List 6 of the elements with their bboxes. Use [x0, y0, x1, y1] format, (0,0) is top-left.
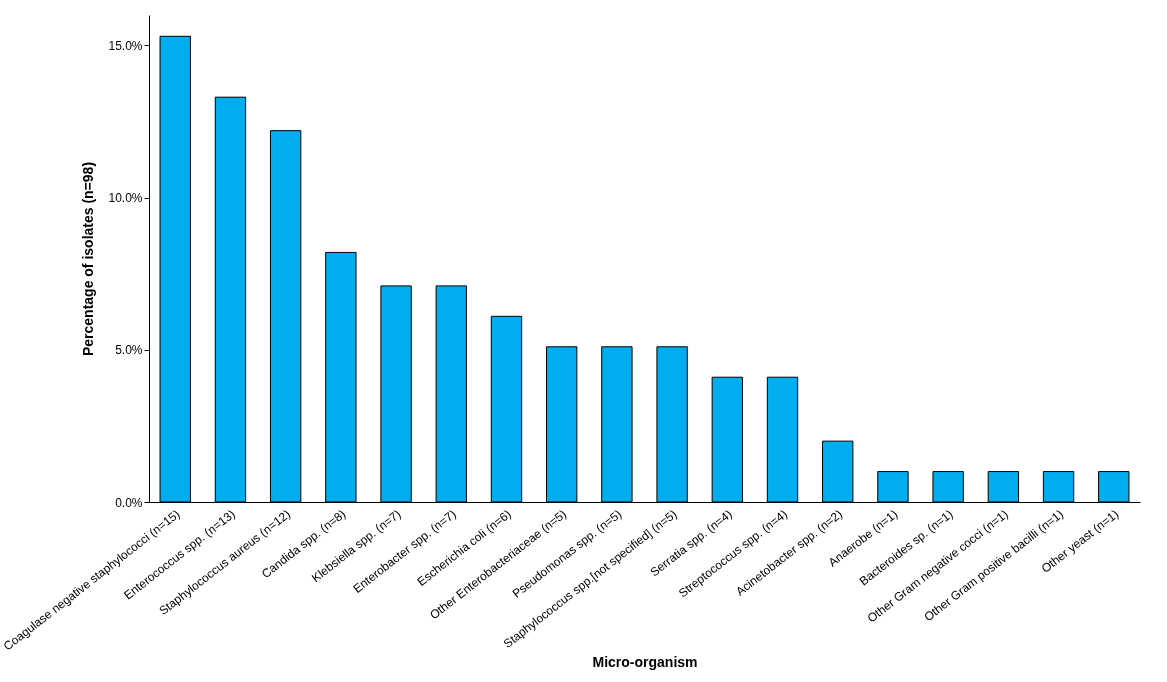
y-tick-label: 0.0% [115, 495, 143, 510]
y-tick-label: 15.0% [108, 38, 143, 53]
x-axis-title: Micro-organism [592, 654, 698, 671]
y-tick-label: 5.0% [115, 343, 143, 358]
y-tick-label: 10.0% [108, 191, 143, 206]
y-axis-title: Percentage of isolates (n=98) [80, 161, 97, 357]
